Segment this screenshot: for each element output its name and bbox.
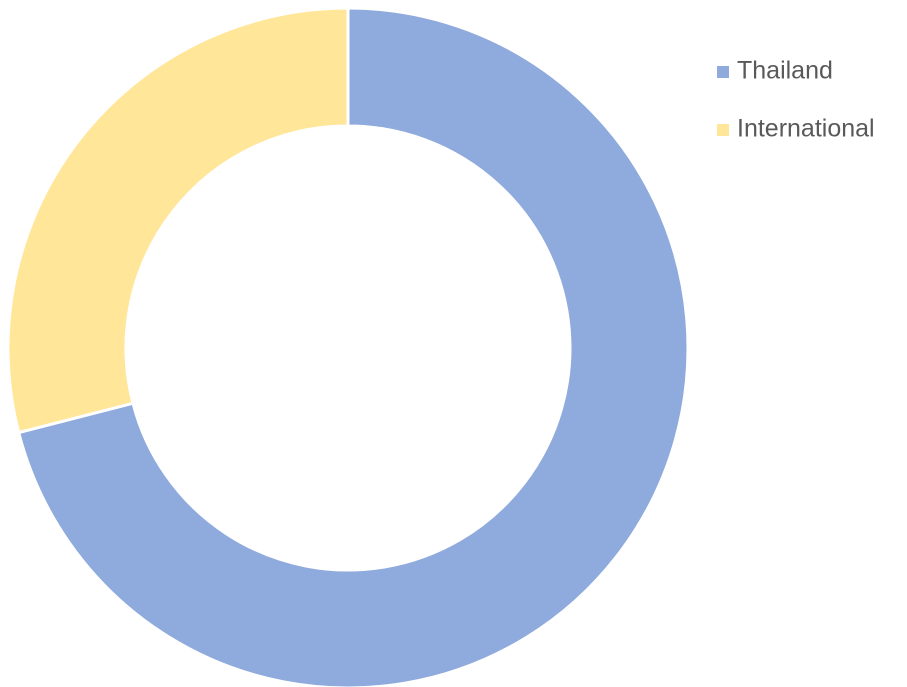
donut-slice	[6, 6, 350, 435]
legend-label: International	[737, 115, 875, 143]
legend-label: Thailand	[737, 57, 833, 85]
donut-slice	[16, 6, 690, 687]
legend-swatch	[717, 124, 729, 136]
legend-swatch	[717, 66, 729, 78]
